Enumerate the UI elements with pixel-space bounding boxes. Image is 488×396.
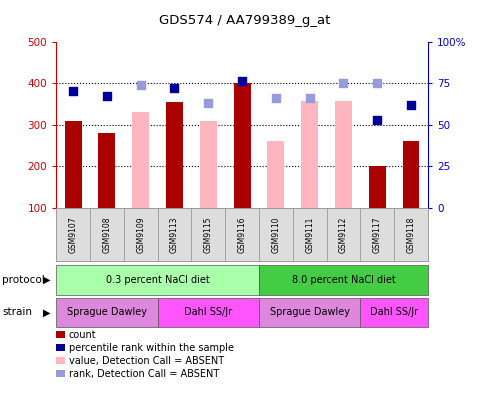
- Bar: [166, 102, 183, 208]
- Text: 0.3 percent NaCl diet: 0.3 percent NaCl diet: [105, 275, 209, 285]
- Bar: [301, 101, 317, 208]
- Point: [372, 80, 380, 86]
- Text: GSM9113: GSM9113: [170, 216, 179, 253]
- Bar: [402, 141, 419, 208]
- Bar: [334, 101, 351, 208]
- Text: GSM9117: GSM9117: [372, 216, 381, 253]
- Point: [170, 85, 178, 91]
- Bar: [233, 83, 250, 208]
- Text: Sprague Dawley: Sprague Dawley: [269, 307, 349, 318]
- Bar: [132, 112, 149, 208]
- Text: GSM9112: GSM9112: [338, 217, 347, 253]
- Text: ▶: ▶: [43, 275, 50, 285]
- Text: Dahl SS/Jr: Dahl SS/Jr: [369, 307, 417, 318]
- Text: protocol: protocol: [2, 275, 45, 285]
- Bar: [267, 141, 284, 208]
- Text: count: count: [69, 329, 96, 340]
- Text: GDS574 / AA799389_g_at: GDS574 / AA799389_g_at: [159, 14, 329, 27]
- Bar: [368, 166, 385, 208]
- Bar: [200, 122, 216, 208]
- Text: Dahl SS/Jr: Dahl SS/Jr: [184, 307, 232, 318]
- Text: GSM9116: GSM9116: [237, 216, 246, 253]
- Bar: [64, 120, 81, 208]
- Text: ▶: ▶: [43, 307, 50, 318]
- Point: [103, 93, 111, 100]
- Text: value, Detection Call = ABSENT: value, Detection Call = ABSENT: [69, 356, 224, 366]
- Text: GSM9111: GSM9111: [305, 217, 313, 253]
- Text: GSM9118: GSM9118: [406, 217, 415, 253]
- Text: GSM9107: GSM9107: [68, 216, 78, 253]
- Text: GSM9108: GSM9108: [102, 216, 111, 253]
- Text: GSM9110: GSM9110: [271, 216, 280, 253]
- Text: GSM9109: GSM9109: [136, 216, 145, 253]
- Point: [238, 78, 245, 85]
- Text: strain: strain: [2, 307, 32, 318]
- Point: [305, 95, 313, 101]
- Point: [204, 100, 212, 106]
- Text: 8.0 percent NaCl diet: 8.0 percent NaCl diet: [291, 275, 394, 285]
- Point: [69, 88, 77, 95]
- Text: percentile rank within the sample: percentile rank within the sample: [69, 343, 233, 353]
- Point: [406, 102, 414, 108]
- Text: GSM9115: GSM9115: [203, 216, 212, 253]
- Point: [137, 82, 144, 88]
- Point: [339, 80, 346, 86]
- Point: [372, 116, 380, 123]
- Point: [271, 95, 279, 101]
- Text: rank, Detection Call = ABSENT: rank, Detection Call = ABSENT: [69, 369, 219, 379]
- Bar: [98, 133, 115, 208]
- Text: Sprague Dawley: Sprague Dawley: [67, 307, 146, 318]
